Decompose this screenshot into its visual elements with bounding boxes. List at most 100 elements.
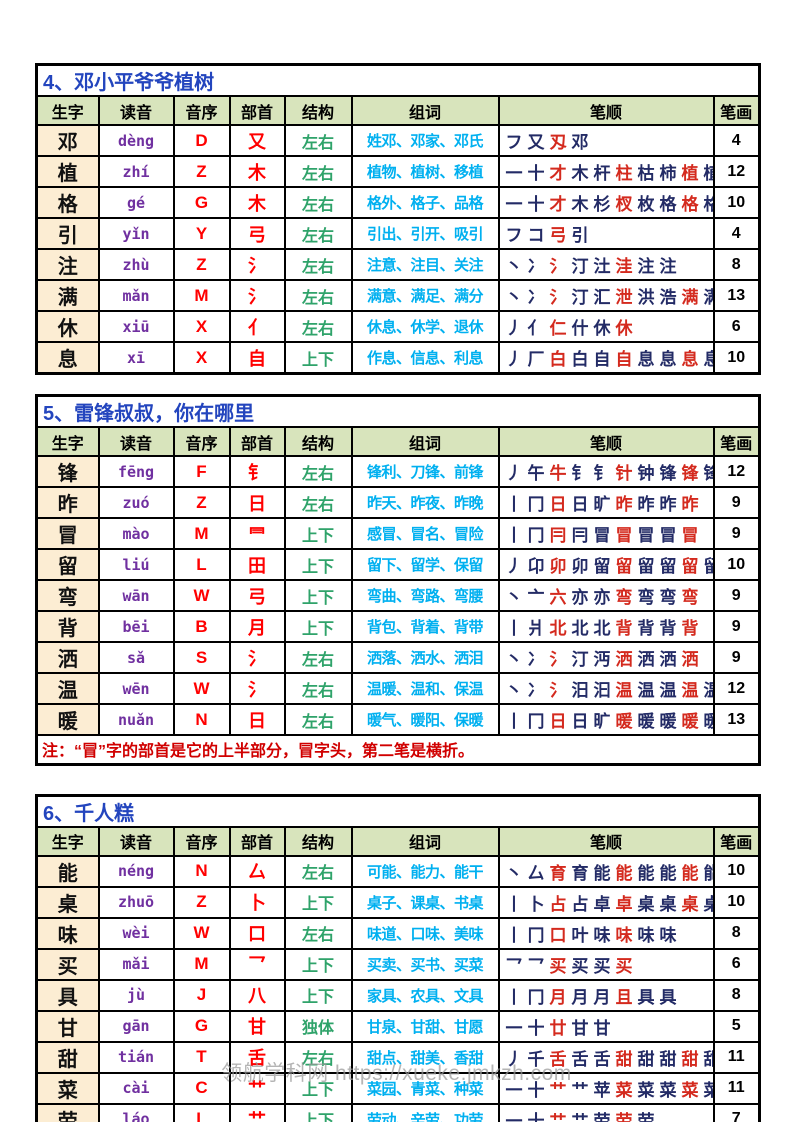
initial-cell: W <box>172 916 231 950</box>
radical-cell: 自 <box>228 341 286 375</box>
stroke-step: 冒 <box>637 526 655 545</box>
structure-cell: 左右 <box>283 486 353 519</box>
column-header: 音序 <box>172 95 231 126</box>
stroke-step: 甜 <box>704 1045 712 1070</box>
char-cell: 休 <box>35 310 100 343</box>
words-cell: 甘泉、甘甜、甘愿 <box>350 1009 500 1043</box>
stroke-step: 弯 <box>659 588 677 607</box>
lesson-table: 5、雷锋叔叔，你在哪里 生字 读音 音序 部首 结构 组词 笔顺 笔画锋 fēng F 钅左右 锋利、刀… <box>35 394 761 766</box>
stroke-step: 温 <box>615 681 633 700</box>
stroke-step: 什 <box>571 319 589 338</box>
pinyin-cell: wēn <box>97 672 175 705</box>
stroke-step: 亦 <box>593 588 611 607</box>
stroke-step: 丨 <box>505 712 523 731</box>
stroke-step: 丿 <box>505 557 523 576</box>
stroke-step: 丶 <box>505 257 523 276</box>
stroke-step: 格 <box>681 195 699 214</box>
column-header: 结构 <box>283 426 353 457</box>
stroke-step: 桌 <box>659 894 677 914</box>
pinyin-cell: wān <box>97 579 175 612</box>
radical-cell: 日 <box>228 703 286 736</box>
stroke-step: 留 <box>681 557 699 576</box>
stroke-step: 洒 <box>637 650 655 669</box>
column-header: 笔画 <box>712 825 761 857</box>
stroke-step: 锋 <box>681 464 699 483</box>
words-cell: 作息、信息、利息 <box>350 341 500 375</box>
strokes-cell: 丶冫氵汀汢洼注注 <box>497 248 715 281</box>
pinyin-cell: gān <box>97 1009 175 1043</box>
radical-cell: 乛 <box>228 947 286 981</box>
strokes-cell: 丨冂冃冃冒冒冒冒冒 <box>497 517 715 550</box>
stroke-step: 留 <box>704 552 712 577</box>
stroke-step: 廿 <box>549 1018 567 1038</box>
structure-cell: 上下 <box>283 947 353 981</box>
count-cell: 9 <box>712 517 761 550</box>
stroke-step: 留 <box>637 557 655 576</box>
structure-cell: 左右 <box>283 1040 353 1074</box>
stroke-step: 旷 <box>593 495 611 514</box>
stroke-step: 味 <box>593 925 611 945</box>
words-cell: 桌子、课桌、书桌 <box>350 885 500 919</box>
char-cell: 息 <box>35 341 100 375</box>
structure-cell: 左右 <box>283 916 353 950</box>
structure-cell: 上下 <box>283 579 353 612</box>
stroke-step: 冫 <box>527 650 545 669</box>
stroke-step: 锋 <box>659 464 677 483</box>
radical-cell: 舌 <box>228 1040 286 1074</box>
stroke-step: 刄 <box>549 133 567 152</box>
stroke-step: 仁 <box>549 319 567 338</box>
stroke-step: 十 <box>527 1111 545 1122</box>
stroke-step: 钅 <box>593 464 611 483</box>
table-row: 邓 dèng D 又左右 姓邓、邓家、邓氏フ又刄邓 4 <box>35 124 761 157</box>
strokes-cell: 丶冫氵汀汇泄洪浩满满满满满 <box>497 279 715 312</box>
strokes-cell: 一十艹艹苹菜菜菜菜菜菜 <box>497 1071 715 1105</box>
structure-cell: 左右 <box>283 217 353 250</box>
stroke-step: 满 <box>704 283 712 308</box>
stroke-step: 冫 <box>527 257 545 276</box>
stroke-step: 冫 <box>527 288 545 307</box>
stroke-step: 菜 <box>659 1080 677 1100</box>
radical-cell: 弓 <box>228 217 286 250</box>
stroke-step: 丶 <box>505 588 523 607</box>
char-cell: 格 <box>35 186 100 219</box>
stroke-step: 氵 <box>549 650 567 669</box>
char-cell: 注 <box>35 248 100 281</box>
char-cell: 留 <box>35 548 100 581</box>
stroke-step: 柱 <box>615 164 633 183</box>
initial-cell: Z <box>172 486 231 519</box>
stroke-step: 注 <box>659 257 677 276</box>
stroke-step: 昨 <box>681 495 699 514</box>
strokes-cell: 丨爿北北北背背背背 <box>497 610 715 643</box>
stroke-step: 爿 <box>527 619 545 638</box>
stroke-step: 冒 <box>593 526 611 545</box>
stroke-step: 沔 <box>593 650 611 669</box>
char-cell: 味 <box>35 916 100 950</box>
count-cell: 8 <box>712 248 761 281</box>
structure-cell: 左右 <box>283 854 353 888</box>
structure-cell: 左右 <box>283 155 353 188</box>
initial-cell: M <box>172 279 231 312</box>
stroke-step: 针 <box>615 464 633 483</box>
table-row: 冒 mào M ⺜上下 感冒、冒名、冒险丨冂冃冃冒冒冒冒冒 9 <box>35 517 761 550</box>
stroke-step: 丶 <box>505 288 523 307</box>
table-header-row: 生字 读音 音序 部首 结构 组词 笔顺 笔画 <box>35 825 761 857</box>
pinyin-cell: yǐn <box>97 217 175 250</box>
stroke-step: 才 <box>549 164 567 183</box>
stroke-step: 汨 <box>571 681 589 700</box>
stroke-step: 月 <box>571 987 589 1007</box>
stroke-step: 息 <box>704 345 712 370</box>
stroke-step: フ <box>505 226 523 245</box>
stroke-step: 一 <box>505 164 523 183</box>
stroke-step: 且 <box>615 987 633 1007</box>
radical-cell: 田 <box>228 548 286 581</box>
stroke-step: 卯 <box>549 557 567 576</box>
strokes-cell: 丨冂日日旷暖暖暖暖暖暖暖暖 <box>497 703 715 736</box>
stroke-step: 木 <box>571 195 589 214</box>
stroke-step: 十 <box>527 164 545 183</box>
words-cell: 洒落、洒水、洒泪 <box>350 641 500 674</box>
stroke-step: 能 <box>681 863 699 883</box>
